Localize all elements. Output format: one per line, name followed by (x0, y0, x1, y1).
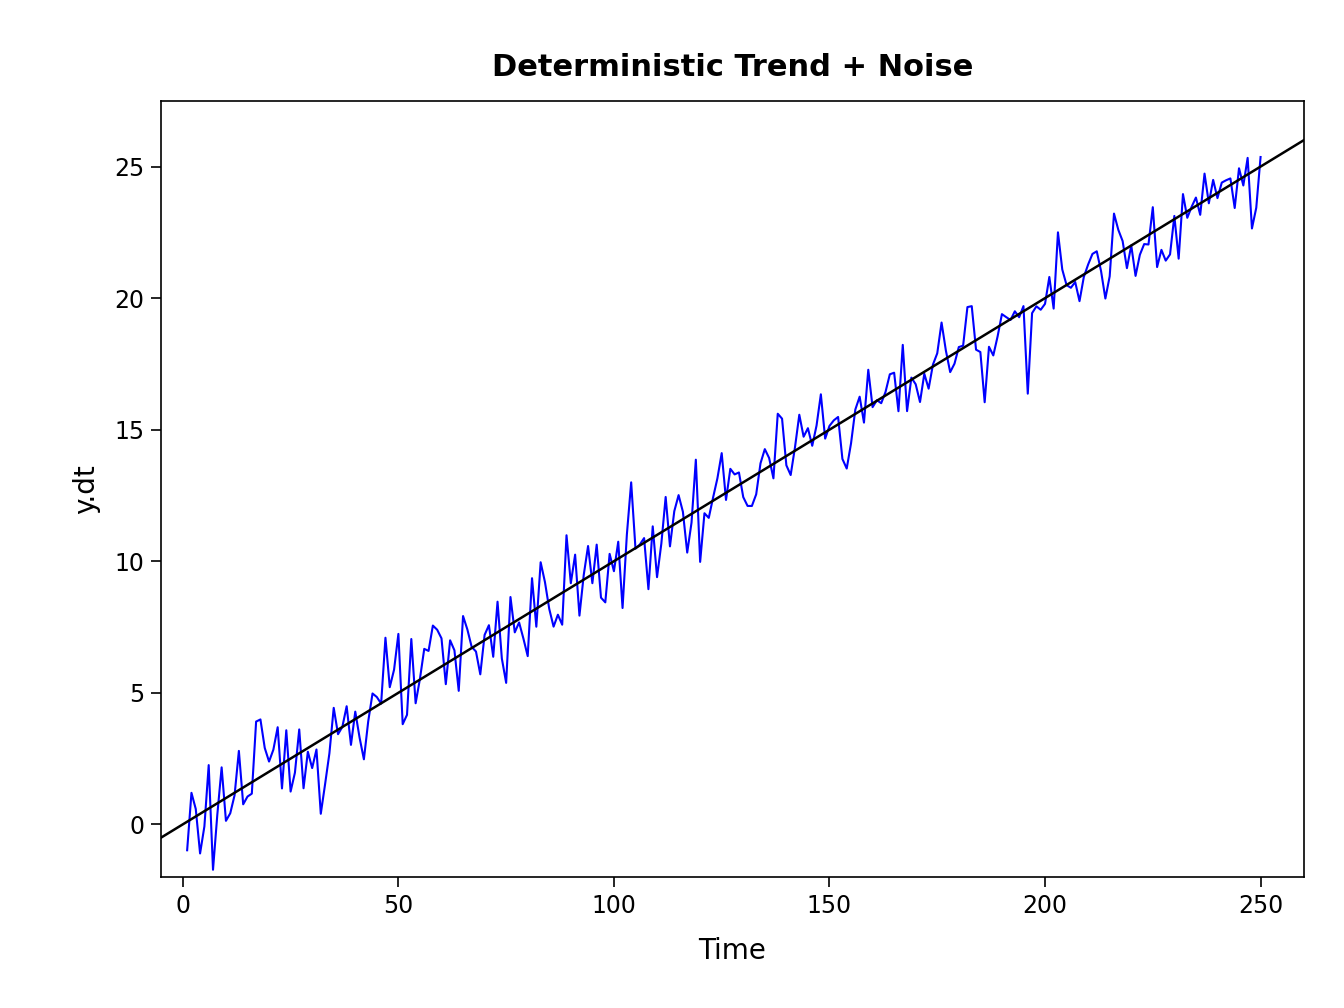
X-axis label: Time: Time (699, 937, 766, 965)
Y-axis label: y.dt: y.dt (73, 464, 101, 514)
Title: Deterministic Trend + Noise: Deterministic Trend + Noise (492, 52, 973, 82)
